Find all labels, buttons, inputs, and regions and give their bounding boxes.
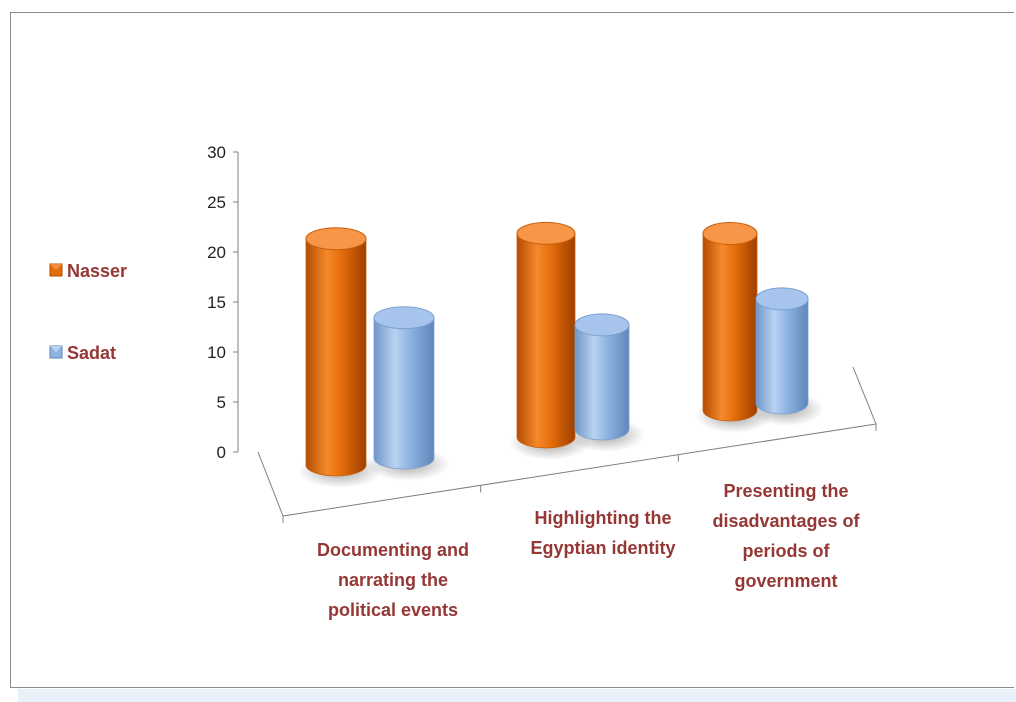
x-category-label: Egyptian identity xyxy=(530,538,675,558)
x-category-label: Presenting the xyxy=(723,481,848,501)
x-axis-line xyxy=(282,423,877,517)
x-category-label: periods of xyxy=(742,541,830,561)
y-tick-label: 30 xyxy=(207,143,226,162)
legend-item-nasser: Nasser xyxy=(49,261,127,281)
bar-sadat-1 xyxy=(373,306,435,470)
x-category-label: Documenting and xyxy=(317,540,469,560)
axes: 0 5 10 15 20 25 30 xyxy=(207,143,877,523)
bar-top xyxy=(702,222,758,246)
legend-label: Nasser xyxy=(67,261,127,281)
y-tick-label: 15 xyxy=(207,293,226,312)
bar-body xyxy=(373,317,435,470)
y-tick-label: 25 xyxy=(207,193,226,212)
legend-label: Sadat xyxy=(67,343,116,363)
bar-top xyxy=(574,313,630,337)
floor-right-edge xyxy=(852,366,877,425)
bar-nasser-3 xyxy=(702,222,758,422)
bar-top xyxy=(305,227,367,251)
x-category-label: Highlighting the xyxy=(535,508,672,528)
bar-body xyxy=(702,233,758,422)
legend-swatch-highlight xyxy=(50,264,62,270)
bar-body xyxy=(574,324,630,441)
x-category-label: political events xyxy=(328,600,458,620)
bottom-band xyxy=(18,689,1016,702)
bar-nasser-1 xyxy=(305,227,367,477)
labels: Documenting and narrating the political ev… xyxy=(317,481,861,620)
bar-body xyxy=(516,232,576,449)
bar-body xyxy=(755,298,809,415)
bar-top xyxy=(755,287,809,311)
bar-nasser-2 xyxy=(516,221,576,449)
bars xyxy=(305,221,809,477)
y-tick-label: 10 xyxy=(207,343,226,362)
x-category-label: narrating the xyxy=(338,570,448,590)
legend: Nasser Sadat xyxy=(49,261,127,363)
bar-top xyxy=(373,306,435,330)
y-tick-label: 5 xyxy=(217,393,226,412)
x-category-label: disadvantages of xyxy=(712,511,860,531)
y-tick-label: 0 xyxy=(217,443,226,462)
bar-top xyxy=(516,221,576,245)
chart-frame xyxy=(10,12,1014,688)
bar-sadat-3 xyxy=(755,287,809,415)
bar-sadat-2 xyxy=(574,313,630,441)
legend-item-sadat: Sadat xyxy=(49,343,116,363)
legend-swatch-highlight xyxy=(50,346,62,352)
bar-body xyxy=(305,238,367,477)
x-category-label: government xyxy=(734,571,837,591)
floor-left-edge xyxy=(257,451,284,517)
y-tick-label: 20 xyxy=(207,243,226,262)
